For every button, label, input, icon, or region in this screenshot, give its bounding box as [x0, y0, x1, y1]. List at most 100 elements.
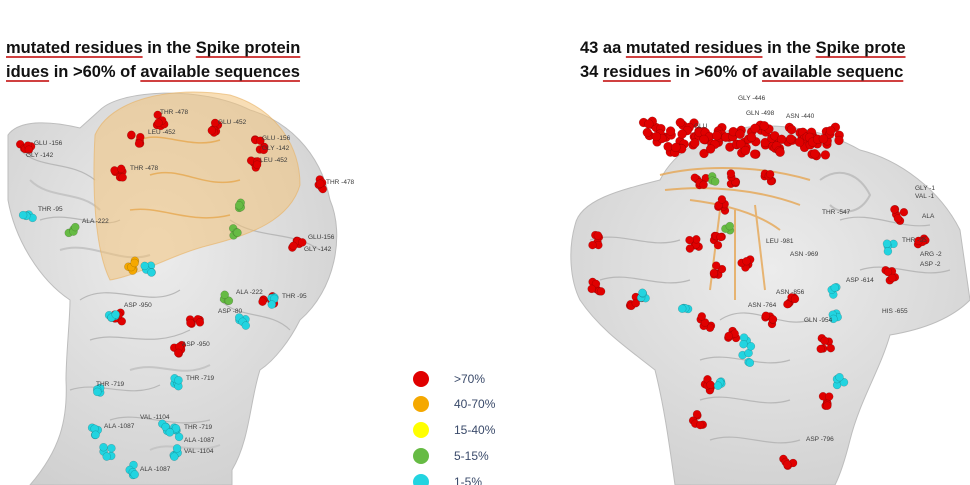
legend-label: 40-70% — [454, 397, 496, 411]
residue-sphere — [173, 348, 183, 358]
residue-sphere — [739, 339, 748, 349]
residue-sphere — [195, 318, 205, 327]
residue-sphere — [735, 139, 746, 149]
residue-sphere — [224, 296, 234, 306]
residue-label: LEU -452 — [260, 157, 288, 164]
residue-sphere — [174, 375, 183, 385]
residue-sphere — [883, 247, 893, 256]
residue-label: LEU -452 — [148, 129, 176, 136]
legend-swatch — [413, 422, 429, 438]
residue-sphere — [102, 452, 111, 461]
residue-label: ASP -80 — [218, 308, 242, 315]
residue-sphere — [671, 142, 681, 153]
residue-label: ASP -2 — [920, 261, 941, 268]
residue-sphere — [259, 145, 269, 155]
residue-label: THR -719 — [96, 381, 125, 388]
residue-sphere — [746, 342, 756, 351]
residue-sphere — [706, 380, 715, 390]
residue-sphere — [709, 268, 719, 278]
residue-sphere — [890, 205, 899, 214]
residue-label: THR -719 — [184, 424, 213, 431]
residue-sphere — [127, 130, 136, 140]
residue-sphere — [823, 401, 832, 410]
residue-label: THR -719 — [186, 375, 215, 382]
residue-label: ASP -950 — [182, 341, 210, 348]
residue-sphere — [210, 118, 220, 128]
residue-label: THR -95 — [38, 206, 63, 213]
residue-sphere — [234, 201, 244, 210]
residue-label: GLY -446 — [738, 95, 766, 102]
residue-sphere — [171, 424, 181, 433]
residue-sphere — [118, 173, 127, 182]
left-spike-structure-image: THR -478 LEU -452 GLU -452 GLU -156 GLY … — [0, 0, 380, 485]
residue-sphere — [134, 139, 144, 148]
residue-sphere — [783, 460, 792, 469]
residue-sphere — [147, 268, 156, 277]
residue-label: GLY -1 — [915, 185, 935, 192]
residue-sphere — [93, 387, 102, 397]
residue-sphere — [207, 126, 217, 135]
residue-label: HIS -655 — [882, 308, 908, 315]
right-residue-labels: GLY -446 GLN -498 ASN -440 GLU THR -547 … — [694, 95, 942, 443]
residue-sphere — [818, 134, 829, 144]
residue-sphere — [882, 239, 892, 248]
residue-label: ALA -222 — [236, 289, 263, 296]
residue-sphere — [820, 150, 831, 160]
right-panel-heading: 43 aa mutated residues in the Spike prot… — [580, 36, 970, 84]
right-heading-line-1: 43 aa mutated residues in the Spike prot… — [580, 39, 906, 57]
residue-label: GLN -954 — [804, 317, 833, 324]
residue-label: ALA -222 — [82, 218, 109, 225]
residue-sphere — [677, 304, 687, 313]
residue-sphere — [690, 138, 700, 148]
residue-sphere — [713, 381, 723, 390]
residue-sphere — [825, 125, 836, 136]
left-heading-line-1: mutated residues in the Spike protein — [6, 39, 301, 57]
residue-sphere — [692, 409, 702, 419]
residue-sphere — [91, 430, 100, 440]
residue-label: GLY -142 — [26, 152, 54, 159]
residue-sphere — [794, 137, 805, 147]
residue-sphere — [790, 294, 800, 304]
residue-sphere — [893, 214, 903, 223]
residue-label: GLU -156 — [34, 140, 63, 147]
left-residue-labels: THR -478 LEU -452 GLU -452 GLU -156 GLY … — [26, 109, 355, 473]
residue-label: THR -478 — [130, 165, 159, 172]
residue-sphere — [161, 422, 170, 432]
residue-label: ALA -1087 — [140, 466, 171, 473]
residue-sphere — [829, 314, 838, 324]
residue-label: GLY -142 — [262, 145, 290, 152]
residue-sphere — [685, 244, 695, 253]
residue-sphere — [740, 145, 751, 156]
residue-sphere — [267, 300, 277, 309]
residue-sphere — [651, 131, 662, 142]
residue-sphere — [750, 123, 760, 134]
residue-sphere — [252, 160, 262, 169]
residue-sphere — [677, 129, 687, 139]
legend-label: >70% — [454, 372, 486, 386]
residue-sphere — [914, 236, 923, 246]
left-panel-heading: mutated residues in the Spike protein id… — [6, 36, 346, 84]
residue-label: VAL -1 — [915, 193, 935, 200]
residue-sphere — [675, 117, 686, 128]
residue-sphere — [593, 231, 603, 240]
residue-sphere — [783, 299, 792, 309]
legend-label: 1-5% — [454, 475, 483, 485]
residue-sphere — [712, 130, 722, 141]
residue-sphere — [710, 177, 720, 186]
residue-sphere — [631, 298, 641, 308]
residue-label: ARG -2 — [920, 251, 942, 258]
residue-label: GLU-156 — [308, 234, 335, 241]
residue-sphere — [786, 124, 797, 135]
residue-sphere — [749, 149, 760, 159]
residue-label: THR -478 — [160, 109, 189, 116]
residue-sphere — [130, 258, 139, 268]
residue-sphere — [761, 311, 771, 320]
residue-sphere — [588, 240, 597, 250]
residue-sphere — [725, 221, 735, 231]
residue-sphere — [785, 134, 796, 144]
residue-label: THR -478 — [326, 179, 355, 186]
residue-label: THR -95 — [902, 237, 927, 244]
residue-sphere — [165, 428, 175, 437]
residue-sphere — [759, 121, 770, 131]
right-spike-render: GLY -446 GLN -498 ASN -440 GLU THR -547 … — [570, 95, 970, 485]
